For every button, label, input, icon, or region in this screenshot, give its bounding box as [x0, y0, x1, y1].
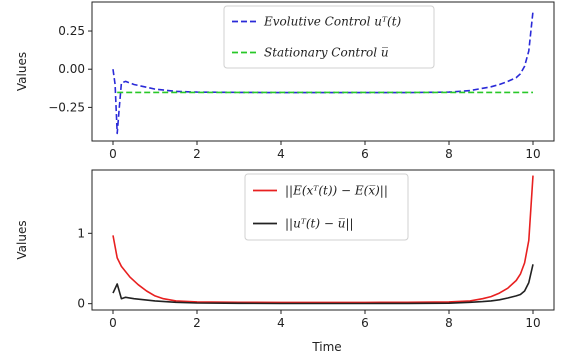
- y-tick-label: 1: [77, 226, 85, 240]
- x-tick-label: 6: [361, 147, 369, 161]
- legend-label: Evolutive Control uᵀ(t): [263, 15, 402, 29]
- plot-frame: [91, 1, 555, 142]
- y-tick-label: 0: [77, 297, 85, 311]
- x-axis-label: Time: [311, 340, 341, 354]
- y-axis-label: Values: [15, 52, 29, 91]
- series-line-2: [112, 264, 534, 305]
- legend-label: ||uᵀ(t) − u̅||: [285, 217, 354, 231]
- legend-box: [244, 173, 409, 241]
- legend: ||E(xᵀ(t)) − E(x̅)|| ||uᵀ(t) − u̅||: [244, 173, 409, 241]
- legend: Evolutive Control uᵀ(t) Stationary Contro…: [223, 5, 435, 69]
- x-tick-label: 10: [525, 147, 540, 161]
- x-tick-label: 2: [193, 147, 201, 161]
- x-tick-label: 6: [361, 316, 369, 330]
- y-axis-label: Values: [15, 220, 29, 259]
- y-tick-label: −0.25: [48, 100, 85, 114]
- x-tick-label: 8: [445, 147, 453, 161]
- x-tick-label: 0: [109, 316, 117, 330]
- series-line-1: [112, 175, 534, 304]
- x-tick-label: 8: [445, 316, 453, 330]
- y-tick-label: 0.25: [58, 24, 85, 38]
- x-tick-label: 10: [525, 316, 540, 330]
- x-tick-label: 4: [277, 147, 285, 161]
- plot-frame: [91, 169, 555, 311]
- x-tick-label: 2: [193, 316, 201, 330]
- y-tick-label: 0.00: [58, 62, 85, 76]
- chart-panel-1: 0 2 4 6 8 10 0.25 0.00 −0.25 Values Evolutive Cont…: [15, 1, 555, 161]
- legend-box: [223, 5, 435, 69]
- x-tick-label: 4: [277, 316, 285, 330]
- legend-label: Stationary Control u̅: [264, 46, 389, 60]
- legend-label: ||E(xᵀ(t)) − E(x̅)||: [285, 184, 388, 198]
- x-tick-label: 0: [109, 147, 117, 161]
